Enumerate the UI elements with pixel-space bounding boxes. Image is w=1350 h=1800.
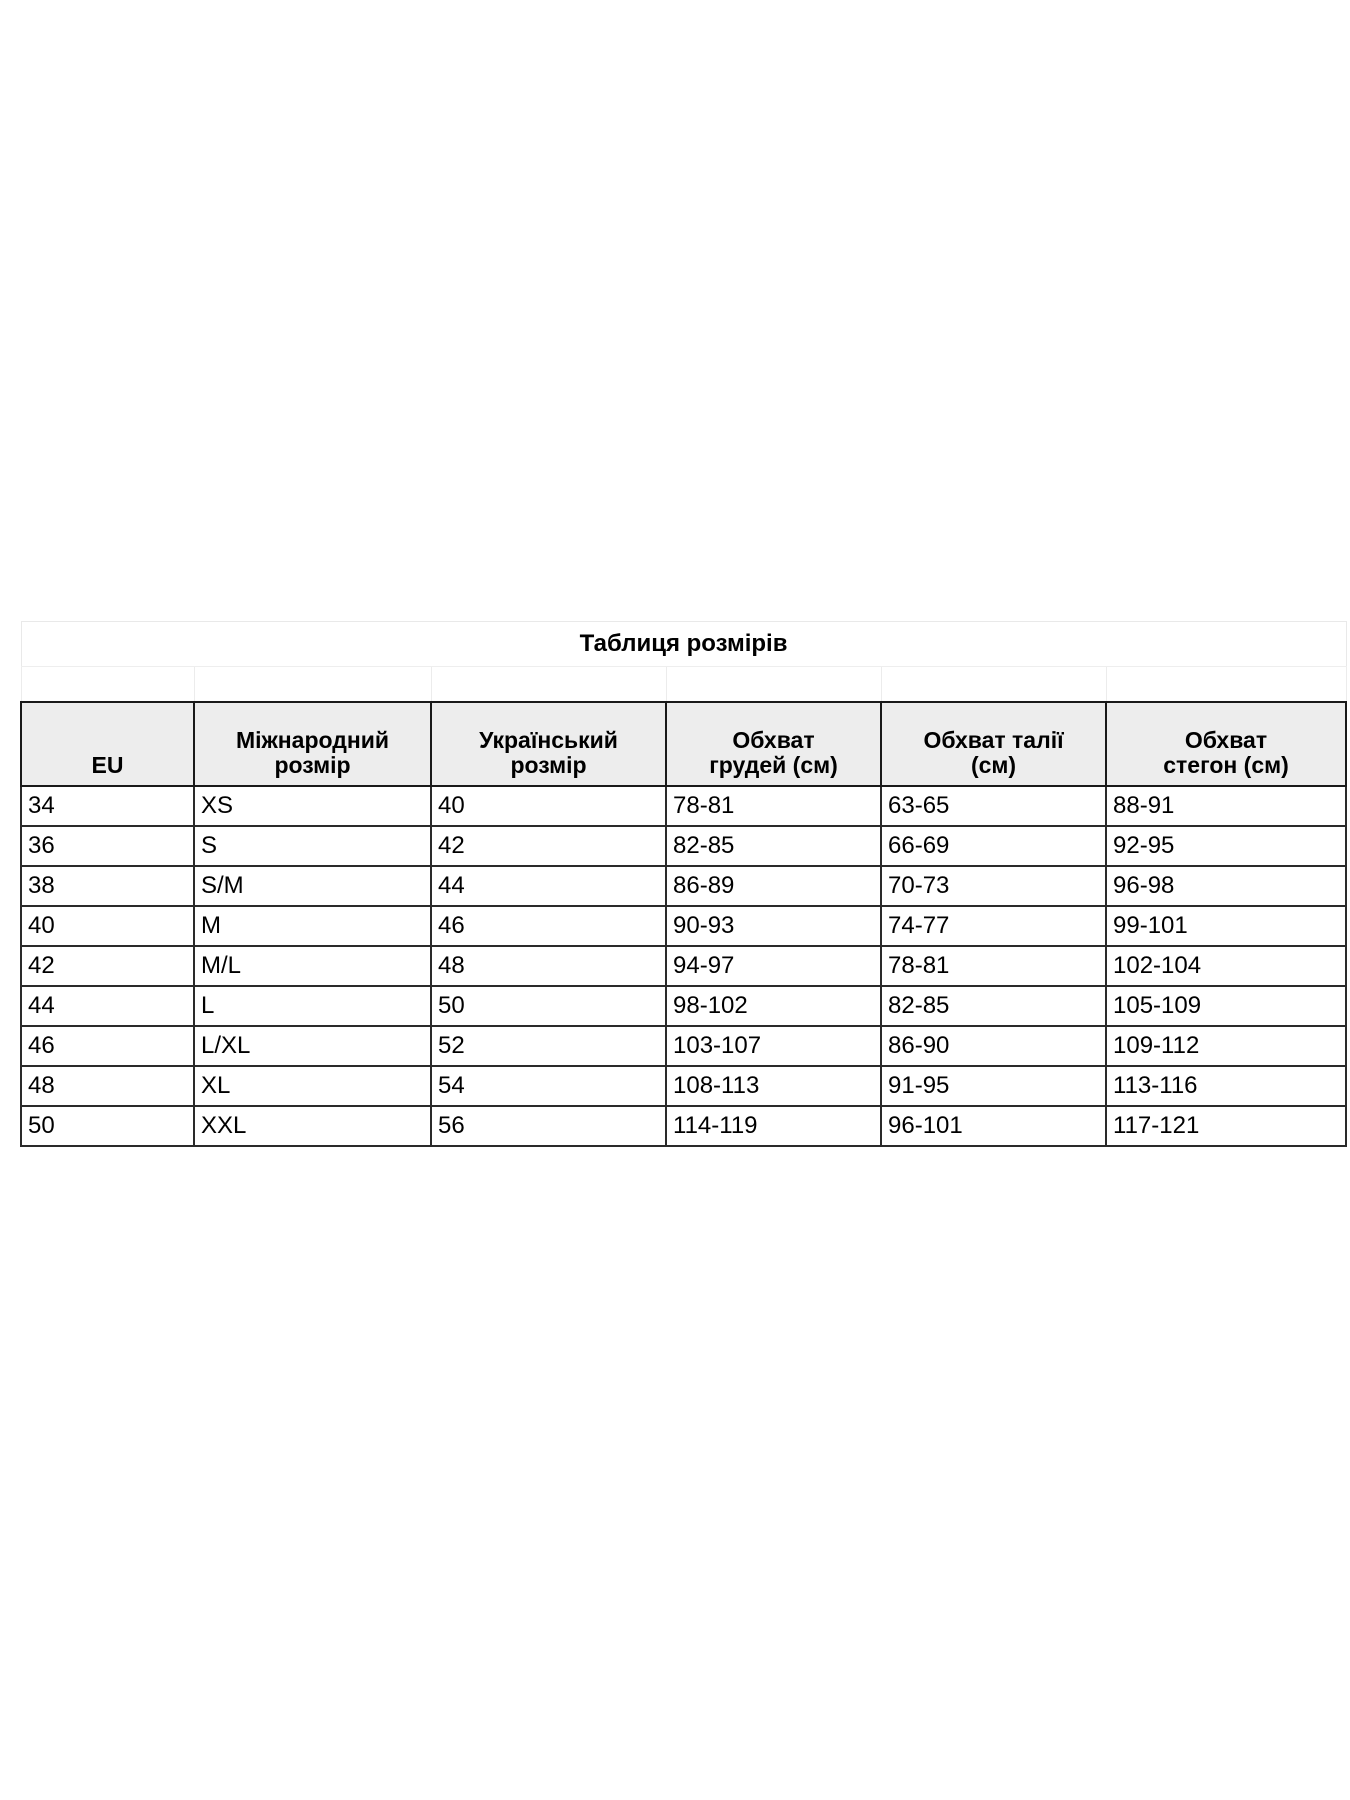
table-cell-hips: 92-95	[1104, 825, 1348, 867]
table-cell-eu: 38	[20, 865, 195, 907]
column-header-line: (см)	[970, 752, 1017, 779]
table-body: 34 XS 40 78-81 63-65 88-91 36 S 42 82-85 66-69 92-9…	[20, 785, 1348, 1147]
table-cell-chest: 82-85	[665, 825, 882, 867]
table-cell-waist: 66-69	[880, 825, 1107, 867]
table-cell-intl: XS	[193, 785, 432, 827]
column-header-line: стегон (см)	[1163, 752, 1289, 779]
table-row: 44 L 50 98-102 82-85 105-109	[20, 985, 1348, 1027]
table-cell-eu: 34	[20, 785, 195, 827]
column-header-line: Міжнародний	[235, 726, 390, 753]
column-header-chest: Обхват грудей (см)	[665, 701, 882, 787]
table-cell-chest: 114-119	[665, 1105, 882, 1147]
table-cell-chest: 90-93	[665, 905, 882, 947]
spacer-cell-2	[193, 666, 432, 703]
table-cell-waist: 91-95	[880, 1065, 1107, 1107]
column-header-line: грудей (см)	[709, 752, 838, 779]
table-cell-intl: M/L	[193, 945, 432, 987]
table-cell-waist: 86-90	[880, 1025, 1107, 1067]
table-title: Таблиця розмірів	[20, 621, 1347, 667]
table-row: 46 L/XL 52 103-107 86-90 109-112	[20, 1025, 1348, 1067]
table-cell-chest: 78-81	[665, 785, 882, 827]
table-row: 42 M/L 48 94-97 78-81 102-104	[20, 945, 1348, 987]
column-header-row: EU Міжнародний розмір Український розмір О…	[20, 701, 1348, 787]
column-header-waist: Обхват талії (см)	[880, 701, 1107, 787]
table-cell-waist: 82-85	[880, 985, 1107, 1027]
table-cell-chest: 86-89	[665, 865, 882, 907]
table-cell-intl: L/XL	[193, 1025, 432, 1067]
column-header-line: розмір	[510, 752, 587, 779]
table-cell-hips: 113-116	[1104, 1065, 1348, 1107]
table-cell-chest: 108-113	[665, 1065, 882, 1107]
column-header-hips: Обхват стегон (см)	[1104, 701, 1348, 787]
table-cell-eu: 42	[20, 945, 195, 987]
size-table-container: Таблиця розмірів EU Міжнародний розмір Ук…	[20, 621, 1348, 1147]
spacer-cell-1	[20, 666, 195, 703]
table-cell-hips: 105-109	[1104, 985, 1348, 1027]
table-cell-intl: M	[193, 905, 432, 947]
table-cell-waist: 63-65	[880, 785, 1107, 827]
table-cell-ua: 44	[430, 865, 667, 907]
table-row: 34 XS 40 78-81 63-65 88-91	[20, 785, 1348, 827]
table-title-row: Таблиця розмірів	[20, 621, 1347, 667]
table-cell-eu: 36	[20, 825, 195, 867]
table-cell-ua: 40	[430, 785, 667, 827]
column-header-line: розмір	[274, 752, 351, 779]
table-cell-eu: 46	[20, 1025, 195, 1067]
table-cell-hips: 96-98	[1104, 865, 1348, 907]
table-cell-ua: 42	[430, 825, 667, 867]
column-header-line: Обхват талії	[923, 726, 1064, 753]
spacer-cell-6	[1105, 666, 1347, 703]
table-cell-intl: S	[193, 825, 432, 867]
table-spacer-row	[20, 666, 1347, 703]
table-row: 48 XL 54 108-113 91-95 113-116	[20, 1065, 1348, 1107]
table-cell-chest: 94-97	[665, 945, 882, 987]
table-cell-ua: 54	[430, 1065, 667, 1107]
table-cell-eu: 44	[20, 985, 195, 1027]
table-cell-chest: 103-107	[665, 1025, 882, 1067]
table-cell-waist: 96-101	[880, 1105, 1107, 1147]
spacer-cell-3	[430, 666, 667, 703]
table-cell-waist: 78-81	[880, 945, 1107, 987]
table-cell-intl: XXL	[193, 1105, 432, 1147]
table-head: Таблиця розмірів EU Міжнародний розмір Ук…	[20, 621, 1348, 787]
column-header-line: EU	[91, 752, 124, 779]
table-cell-ua: 52	[430, 1025, 667, 1067]
table-cell-eu: 48	[20, 1065, 195, 1107]
column-header-ua: Український розмір	[430, 701, 667, 787]
table-cell-waist: 70-73	[880, 865, 1107, 907]
table-cell-waist: 74-77	[880, 905, 1107, 947]
column-header-intl: Міжнародний розмір	[193, 701, 432, 787]
size-chart-table: Таблиця розмірів EU Міжнародний розмір Ук…	[20, 621, 1348, 1147]
column-header-eu: EU	[20, 701, 195, 787]
table-cell-ua: 50	[430, 985, 667, 1027]
table-cell-eu: 40	[20, 905, 195, 947]
table-cell-intl: S/M	[193, 865, 432, 907]
table-row: 38 S/M 44 86-89 70-73 96-98	[20, 865, 1348, 907]
spacer-cell-5	[880, 666, 1107, 703]
table-cell-hips: 117-121	[1104, 1105, 1348, 1147]
table-cell-hips: 109-112	[1104, 1025, 1348, 1067]
table-cell-intl: L	[193, 985, 432, 1027]
table-row: 40 M 46 90-93 74-77 99-101	[20, 905, 1348, 947]
table-row: 36 S 42 82-85 66-69 92-95	[20, 825, 1348, 867]
column-header-line: Обхват	[1184, 726, 1268, 753]
table-cell-ua: 46	[430, 905, 667, 947]
table-cell-hips: 102-104	[1104, 945, 1348, 987]
table-cell-intl: XL	[193, 1065, 432, 1107]
spacer-cell-4	[665, 666, 882, 703]
column-header-line: Український	[479, 726, 618, 753]
table-cell-chest: 98-102	[665, 985, 882, 1027]
table-cell-hips: 99-101	[1104, 905, 1348, 947]
column-header-line: Обхват	[732, 726, 815, 753]
table-cell-ua: 56	[430, 1105, 667, 1147]
table-cell-hips: 88-91	[1104, 785, 1348, 827]
table-cell-eu: 50	[20, 1105, 195, 1147]
table-cell-ua: 48	[430, 945, 667, 987]
table-row: 50 XXL 56 114-119 96-101 117-121	[20, 1105, 1348, 1147]
